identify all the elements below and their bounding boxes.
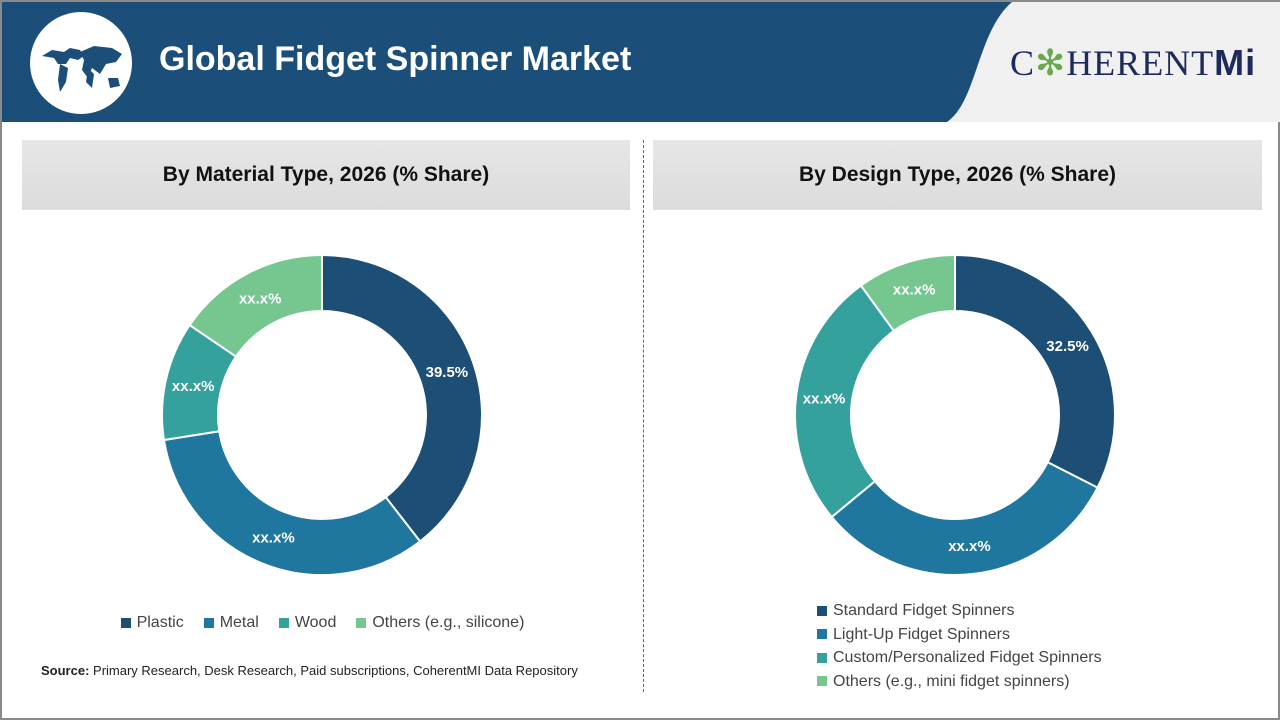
legend-label: Standard Fidget Spinners (833, 602, 1015, 619)
donut-slice-light-up-fidget-spinners (830, 460, 1099, 576)
source-text: Primary Research, Desk Research, Paid su… (89, 663, 578, 678)
legend-item: Wood (278, 614, 337, 632)
donut-slice-others-e-g-mini-fidget-spinners- (859, 253, 956, 333)
legend-swatch (817, 676, 827, 687)
legend-swatch (356, 618, 367, 628)
donut-slice-others-e-g-silicone- (188, 253, 323, 358)
donut-slice-plastic (321, 253, 483, 543)
donut-slice-metal (162, 430, 422, 576)
legend-swatch (120, 618, 131, 628)
divider (643, 140, 644, 692)
legend-item: Others (e.g., mini fidget spinners) (817, 670, 1102, 694)
legend-label: Plastic (136, 614, 184, 631)
legend-swatch (278, 618, 289, 628)
legend-item: Light-Up Fidget Spinners (817, 623, 1102, 647)
legend-item: Plastic (120, 614, 184, 632)
legend-label: Others (e.g., mini fidget spinners) (833, 672, 1070, 690)
data-label: xx.x% (893, 281, 936, 298)
legend-swatch (817, 652, 827, 663)
legend-label: Wood (294, 614, 337, 631)
data-label: 39.5% (426, 364, 469, 381)
design-chart-title: By Design Type, 2026 (% Share) (653, 140, 1262, 210)
source-note: Source: Primary Research, Desk Research,… (41, 661, 581, 680)
data-label: xx.x% (239, 290, 282, 307)
legend-label: Metal (219, 614, 259, 631)
header: Global Fidget Spinner Market C✻HERENTMi (2, 2, 1280, 122)
data-label: xx.x% (172, 378, 215, 395)
design-legend: Standard Fidget Spinners Light-Up Fidget … (817, 599, 1102, 693)
material-chart-title: By Material Type, 2026 (% Share) (22, 140, 630, 210)
coherentmi-logo: C✻HERENTMi (1010, 42, 1257, 83)
legend-item: Standard Fidget Spinners (817, 599, 1102, 623)
globe-icon (30, 12, 132, 114)
legend-item: Others (e.g., silicone) (356, 614, 524, 632)
legend-label: Others (e.g., silicone) (372, 614, 525, 631)
legend-swatch (203, 618, 214, 628)
page-title: Global Fidget Spinner Market (159, 40, 632, 78)
source-label: Source: (41, 663, 90, 678)
header-band (2, 2, 1012, 122)
legend-item: Metal (203, 614, 259, 632)
donut-slice-standard-fidget-spinners (954, 253, 1116, 489)
data-label: xx.x% (252, 530, 295, 547)
legend-swatch (817, 605, 827, 616)
data-label: xx.x% (948, 538, 991, 555)
material-legend: Plastic Metal Wood Others (e.g., silicone) (2, 614, 643, 632)
legend-item: Custom/Personalized Fidget Spinners (817, 646, 1102, 670)
data-label: 32.5% (1046, 338, 1089, 355)
legend-label: Light-Up Fidget Spinners (833, 625, 1010, 643)
legend-label: Custom/Personalized Fidget Spinners (833, 649, 1102, 666)
donut-slice-custom-personalized-fidget-spinners (794, 284, 896, 519)
legend-swatch (817, 629, 827, 640)
data-label: xx.x% (803, 390, 846, 407)
